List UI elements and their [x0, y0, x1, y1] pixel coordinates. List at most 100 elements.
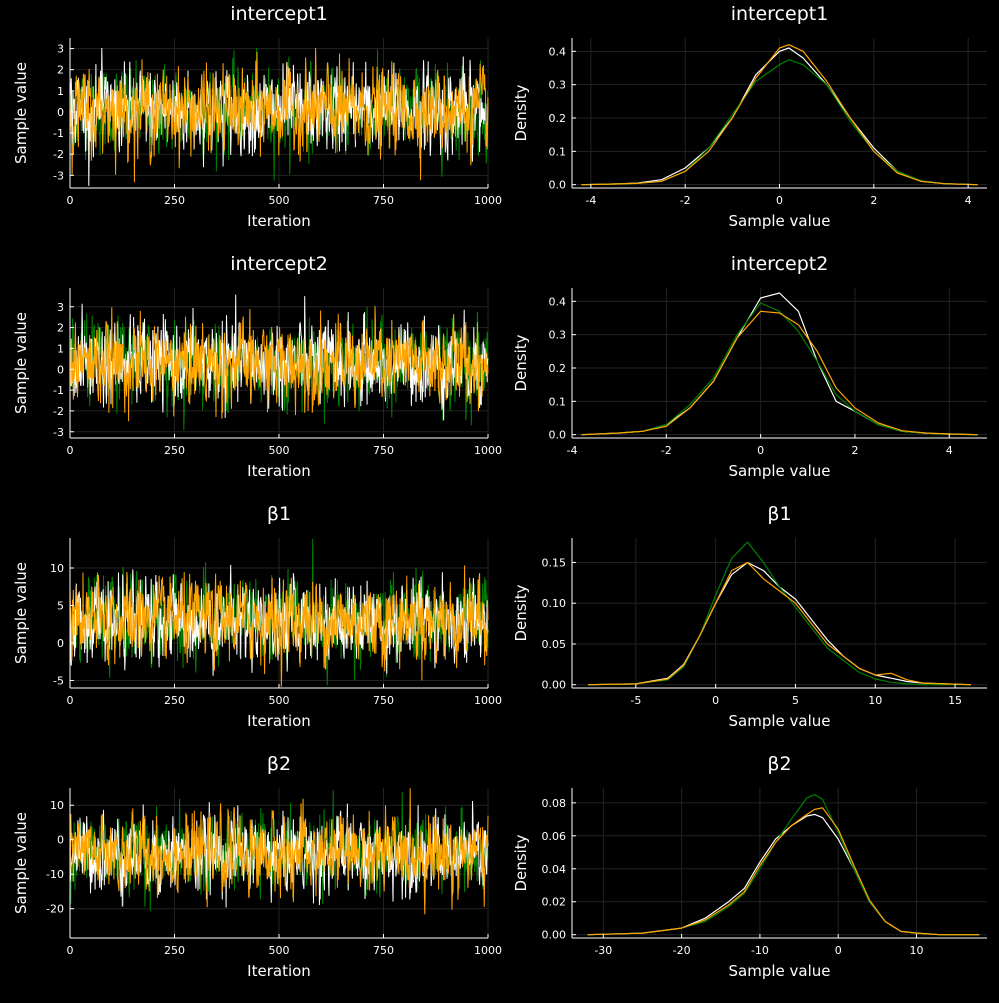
y-tick-label: 0.08	[542, 797, 567, 810]
density-series-1	[587, 561, 972, 686]
x-axis-label: Sample value	[729, 962, 831, 980]
x-tick-label: -5	[630, 694, 641, 707]
y-tick-label: 2	[57, 64, 64, 77]
x-tick-label: 250	[164, 944, 185, 957]
y-tick-label: 0	[57, 834, 64, 847]
y-axis-label: Density	[512, 334, 530, 391]
x-tick-label: 250	[164, 194, 185, 207]
x-tick-label: 750	[373, 194, 394, 207]
panel-3: 0 250 500 750 1000 -3 -2 -1 0 1 2 3 intercept2 Iterat…	[12, 253, 502, 480]
x-tick-label: 1000	[474, 694, 502, 707]
y-tick-label: 0	[57, 106, 64, 119]
panel-title: β2	[267, 753, 291, 775]
y-tick-label: 0.0	[549, 179, 567, 192]
x-tick-label: 750	[373, 694, 394, 707]
x-tick-label: 2	[851, 444, 858, 457]
y-tick-label: 0.05	[542, 638, 567, 651]
y-tick-label: -2	[53, 405, 64, 418]
y-tick-label: 0.06	[542, 830, 567, 843]
y-axis-label: Density	[512, 584, 530, 641]
x-tick-label: 750	[373, 444, 394, 457]
x-tick-label: 0	[67, 194, 74, 207]
panel-title: β2	[767, 753, 791, 775]
density-series-3	[581, 310, 978, 436]
density-series-1	[581, 292, 978, 436]
x-tick-label: 0	[67, 694, 74, 707]
x-tick-label: 0	[776, 194, 783, 207]
x-tick-label: 750	[373, 944, 394, 957]
y-tick-label: -3	[53, 169, 64, 182]
y-tick-label: 2	[57, 322, 64, 335]
y-tick-label: 0.02	[542, 896, 567, 909]
x-tick-label: 0	[712, 694, 719, 707]
y-tick-label: 0.2	[549, 112, 567, 125]
y-tick-label: 10	[50, 799, 64, 812]
panel-title: intercept1	[731, 3, 829, 25]
y-tick-label: 0.00	[542, 929, 567, 942]
y-tick-label: -10	[46, 868, 64, 881]
x-tick-label: -4	[585, 194, 596, 207]
x-tick-label: -4	[567, 444, 578, 457]
y-tick-label: 0	[57, 637, 64, 650]
x-tick-label: -10	[751, 944, 769, 957]
x-tick-label: 2	[870, 194, 877, 207]
x-tick-label: 1000	[474, 194, 502, 207]
y-tick-label: 0.10	[542, 597, 567, 610]
density-series-2	[587, 541, 971, 686]
x-axis-label: Iteration	[247, 962, 311, 980]
y-tick-label: -1	[53, 127, 64, 140]
y-tick-label: 0.00	[542, 679, 567, 692]
x-tick-label: 0	[835, 944, 842, 957]
y-tick-label: -2	[53, 148, 64, 161]
panel-title: β1	[267, 503, 291, 525]
y-tick-label: 3	[57, 43, 64, 56]
x-tick-label: 4	[965, 194, 972, 207]
x-tick-label: 500	[269, 694, 290, 707]
y-tick-label: 0	[57, 363, 64, 376]
y-tick-label: 0.3	[549, 79, 567, 92]
y-tick-label: 0.4	[549, 45, 567, 58]
y-tick-label: -20	[46, 903, 64, 916]
trace-series-3	[69, 565, 489, 687]
panel-title: intercept2	[230, 253, 328, 275]
y-tick-label: 0.3	[549, 329, 567, 342]
y-axis-label: Sample value	[12, 812, 30, 914]
x-axis-label: Sample value	[729, 712, 831, 730]
x-axis-label: Sample value	[729, 212, 831, 230]
density-series-3	[587, 807, 980, 936]
x-tick-label: 500	[269, 194, 290, 207]
x-tick-label: -2	[661, 444, 672, 457]
panel-title: intercept2	[731, 253, 829, 275]
panel-8: -30 -20 -10 0 10 0.00 0.02 0.04 0.06 0.08 β2 Sample…	[512, 753, 987, 980]
trace-series-3	[69, 788, 489, 915]
x-tick-label: 15	[948, 694, 962, 707]
panel-1: 0 250 500 750 1000 -3 -2 -1 0 1 2 3 intercept1 Iterat…	[12, 3, 502, 230]
x-axis-label: Sample value	[729, 462, 831, 480]
y-tick-label: 0.15	[542, 556, 567, 569]
panel-6: -5 0 5 10 15 0.00 0.05 0.10 0.15 β1 Sample value De…	[512, 503, 987, 730]
panel-title: intercept1	[230, 3, 328, 25]
y-tick-label: 0.2	[549, 362, 567, 375]
y-tick-label: 0.4	[549, 295, 567, 308]
x-tick-label: 0	[757, 444, 764, 457]
y-axis-label: Sample value	[12, 562, 30, 664]
y-tick-label: 5	[57, 600, 64, 613]
x-tick-label: 10	[868, 694, 882, 707]
x-axis-label: Iteration	[247, 712, 311, 730]
x-tick-label: -2	[680, 194, 691, 207]
x-tick-label: 1000	[474, 944, 502, 957]
y-tick-label: 0.0	[549, 429, 567, 442]
panel-2: -4 -2 0 2 4 0.0 0.1 0.2 0.3 0.4 intercept1 Sample v…	[512, 3, 987, 230]
y-tick-label: 1	[57, 342, 64, 355]
density-series-1	[587, 813, 980, 936]
panel-7: 0 250 500 750 1000 -20 -10 0 10 β2 Iteration Sample…	[12, 753, 502, 980]
x-tick-label: 5	[792, 694, 799, 707]
trace-series-3	[69, 47, 489, 183]
y-axis-label: Density	[512, 834, 530, 891]
y-tick-label: -1	[53, 384, 64, 397]
density-series-3	[581, 44, 978, 186]
y-axis-label: Sample value	[12, 62, 30, 164]
y-tick-label: -5	[53, 675, 64, 688]
